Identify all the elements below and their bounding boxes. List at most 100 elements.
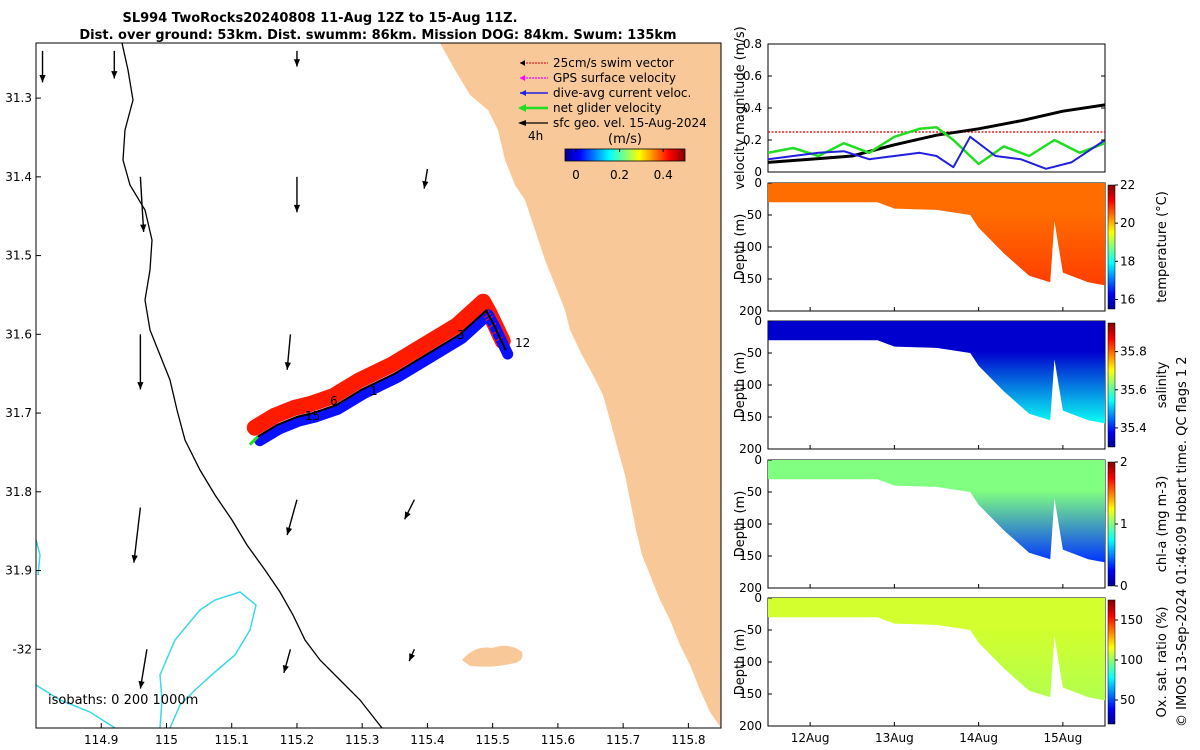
section-y-tick-label: 100: [739, 655, 762, 669]
swim-vector-tick: [495, 336, 503, 342]
glider-track: [246, 293, 514, 447]
velocity-y-tick-label: 0.8: [743, 37, 762, 51]
geo-arrow-head: [404, 511, 411, 520]
geo-arrow-head: [39, 74, 46, 83]
swim-vector-tick: [279, 414, 288, 420]
legend-arrowhead-geo: [518, 120, 526, 126]
geo-arrow-shaft: [139, 176, 145, 233]
section-y-tick-label: 0: [754, 591, 762, 605]
map-x-tick-label: 115.5: [475, 733, 509, 747]
velocity-panel: 0 0.2 0.4 0.6 0.8 velocity magnitude (m/s): [733, 26, 1106, 190]
swim-vector-tick: [323, 400, 331, 406]
section-y-tick-label: 0: [754, 176, 762, 190]
title-line-2: Dist. over ground: 53km. Dist. swumm: 86…: [79, 28, 676, 43]
swim-vector-tick: [420, 347, 428, 353]
swim-vector-tick: [379, 371, 387, 377]
section-data-fill: [768, 460, 1105, 563]
swim-vector-tick: [428, 342, 436, 348]
section-colorbar-tick-label: 35.6: [1120, 383, 1147, 397]
map-x-axis: 114.9 115 115.1 115.2 115.3 115.4 115.5 115.6 11…: [84, 723, 706, 747]
geo-arrow-shaft: [133, 507, 142, 563]
velocity-series-line: [768, 103, 1105, 164]
section-y-tick-label: 150: [739, 549, 762, 563]
track-label-6: 6: [330, 394, 338, 408]
swim-vector-tick: [301, 407, 310, 413]
section-y-tick-label: 100: [739, 378, 762, 392]
swim-vector-tick: [354, 383, 363, 388]
geo-arrow-head: [111, 71, 118, 79]
footer-credit: © IMOS 13-Sep-2024 01:46:09 Hobart time.…: [1175, 356, 1190, 727]
swim-vector-tick: [387, 367, 396, 373]
map-x-tick-label: 114.9: [84, 733, 118, 747]
legend-gps-velocity: GPS surface velocity: [553, 71, 676, 85]
section-2: 0 50 100 150 200 Depth (m) 35.4 35.6 35.8 salinit…: [733, 314, 1170, 456]
section-colorbar-tick-label: 2: [1120, 455, 1128, 469]
geo-arrow-head: [282, 664, 289, 673]
swim-vector-tick: [412, 352, 420, 358]
map-legend: 25cm/s swim vector GPS surface velocity …: [518, 56, 707, 130]
legend-arrowhead-net: [518, 104, 526, 112]
isobath-contour-2: [36, 539, 41, 576]
section-colorbar-tick-label: 35.8: [1120, 345, 1147, 359]
section-colorbar: [1107, 322, 1116, 448]
map-y-tick-label: 31.8: [5, 485, 32, 499]
isobath-note: isobaths: 0 200 1000m: [48, 693, 198, 708]
isobath-contour: [159, 591, 257, 728]
geo-arrow-head: [131, 554, 138, 563]
section-y-tick-label: 150: [739, 272, 762, 286]
map-x-tick-label: 115.2: [280, 733, 314, 747]
swim-vector-tick: [465, 316, 474, 321]
map-y-tick-label: 31.9: [5, 564, 32, 578]
swim-vector-tick: [459, 321, 467, 327]
velocity-y-tick-label: 0: [754, 165, 762, 179]
section-colorbar-label: chl-a (mg m-3): [1155, 476, 1170, 573]
velocity-ylabel: velocity magnitude (m/s): [733, 26, 748, 189]
section-y-tick-label: 0: [754, 453, 762, 467]
section-colorbar-tick-label: 100: [1120, 653, 1143, 667]
velocity-y-tick-label: 0.2: [743, 133, 762, 147]
legend-arrowhead-swim: [520, 60, 525, 66]
map-frame: [35, 42, 722, 729]
legend-dive-avg: dive-avg current veloc.: [553, 86, 691, 100]
section-colorbar-label: salinity: [1155, 361, 1170, 408]
section-x-tick-label: 13Aug: [875, 731, 914, 745]
section-y-tick-label: 150: [739, 410, 762, 424]
track-line: [257, 309, 507, 438]
swim-vector-tick: [275, 416, 283, 422]
velocity-series: [768, 103, 1105, 170]
section-y-tick-label: 50: [747, 623, 762, 637]
section-y-tick-label: 150: [739, 687, 762, 701]
swim-vector-tick: [306, 406, 314, 412]
swim-vector-tick: [444, 332, 453, 338]
map-x-tick-label: 115.4: [410, 733, 444, 747]
section-x-tick-label: 15Aug: [1044, 731, 1083, 745]
section-ylabel: Depth (m): [733, 491, 748, 558]
track-label-4h: 4h: [528, 129, 543, 143]
swim-vector-tick: [311, 404, 320, 410]
swim-vector-tick: [488, 322, 497, 328]
map-y-tick-label: 31.5: [5, 249, 32, 263]
section-colorbar-tick-label: 20: [1120, 216, 1135, 230]
section-colorbar-tick-label: 18: [1120, 254, 1135, 268]
velocity-y-tick-label: 0.4: [743, 101, 762, 115]
section-x-tick-label: 12Aug: [791, 731, 830, 745]
map-x-tick-label: 115.7: [606, 733, 640, 747]
section-data-fill: [768, 598, 1105, 701]
map-y-tick-label: 31.6: [5, 327, 32, 341]
geo-velocity-arrows: [39, 50, 429, 689]
swim-vector-tick: [341, 390, 350, 396]
geo-arrow-head: [293, 59, 301, 67]
section-data-fill: [768, 183, 1105, 286]
section-colorbar-tick-label: 0: [1120, 579, 1128, 593]
section-colorbar-tick-label: 22: [1120, 178, 1135, 192]
section-y-tick-label: 200: [739, 719, 762, 733]
map-y-tick-label: 31.3: [5, 91, 32, 105]
section-colorbar-tick-label: 1: [1120, 517, 1128, 531]
track-label-1: 1: [370, 384, 378, 398]
section-colorbar: [1107, 461, 1116, 587]
map-panel: 114.9 115 115.1 115.2 115.3 115.4 115.5 115.6 11…: [5, 42, 722, 747]
map-colorbar: (m/s) 0 0.2 0.4: [564, 132, 686, 182]
geo-arrow-head: [409, 653, 415, 662]
